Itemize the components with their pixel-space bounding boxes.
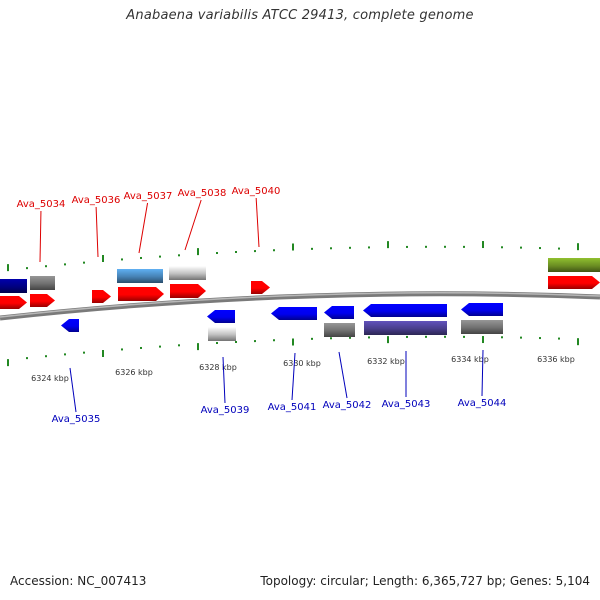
- genome-summary: Topology: circular; Length: 6,365,727 bp…: [260, 574, 590, 588]
- gene-arrow-forward: [92, 290, 111, 303]
- feature-block-navy: [0, 279, 27, 293]
- label-leader-line: [481, 349, 484, 397]
- feature-block-gray: [324, 323, 355, 337]
- genes-value: 5,104: [555, 574, 590, 588]
- gene-arrow-reverse: [61, 319, 79, 332]
- gene-arrow-reverse: [461, 303, 503, 316]
- feature-block-silver: [208, 327, 236, 341]
- gene-label-reverse: Ava_5043: [382, 399, 431, 410]
- genes-label: Genes:: [509, 574, 552, 588]
- scale-label: 6334 kbp: [451, 355, 489, 364]
- label-leader-line: [184, 199, 202, 251]
- gene-label-forward: Ava_5038: [178, 188, 227, 199]
- label-leader-line: [338, 351, 348, 399]
- feature-block-steelblue: [117, 269, 163, 283]
- gene-label-reverse: Ava_5044: [458, 398, 507, 409]
- gene-arrow-reverse: [363, 304, 447, 317]
- scale-label: 6326 kbp: [115, 368, 153, 377]
- feature-block-gray: [461, 320, 503, 334]
- gene-label-reverse: Ava_5041: [268, 402, 317, 413]
- length-value: 6,365,727 bp: [421, 574, 502, 588]
- topology-value: circular: [320, 574, 365, 588]
- gene-arrow-reverse: [271, 307, 317, 320]
- gene-arrow-forward: [251, 281, 270, 294]
- gene-arrow-reverse: [207, 310, 235, 323]
- gene-label-forward: Ava_5036: [72, 195, 121, 206]
- gene-label-reverse: Ava_5035: [52, 414, 101, 425]
- accession-text: Accession: NC_007413: [10, 574, 146, 588]
- genome-backbone: [0, 291, 600, 321]
- scale-label: 6324 kbp: [31, 374, 69, 383]
- label-leader-line: [138, 202, 149, 254]
- gene-arrow-forward: [30, 294, 55, 307]
- label-leader-line: [291, 352, 296, 401]
- scale-label: 6328 kbp: [199, 363, 237, 372]
- gene-label-reverse: Ava_5039: [201, 405, 250, 416]
- accession-value: NC_007413: [77, 574, 147, 588]
- gene-arrow-forward: [548, 276, 600, 289]
- gene-arrow-reverse: [324, 306, 354, 319]
- label-layer: Ava_5034 Ava_5036 Ava_5037 Ava_5038 Ava_5040…: [17, 186, 507, 425]
- gene-label-forward: Ava_5037: [124, 191, 173, 202]
- label-leader-line: [222, 356, 226, 404]
- feature-block-silver: [169, 266, 206, 280]
- label-leader-line: [95, 206, 99, 258]
- gene-label-forward: Ava_5034: [17, 199, 66, 210]
- scale-label: 6332 kbp: [367, 357, 405, 366]
- feature-block-olive: [548, 258, 600, 272]
- feature-block-gray: [30, 276, 55, 290]
- label-leader-line: [39, 210, 42, 263]
- scale-label: 6330 kbp: [283, 359, 321, 368]
- gene-label-reverse: Ava_5042: [323, 400, 372, 411]
- scale-label: 6336 kbp: [537, 355, 575, 364]
- genome-backbone-highlight: [0, 292, 600, 318]
- label-leader-line: [255, 197, 260, 248]
- tick-layer: 6324 kbp 6326 kbp 6328 kbp 6330 kbp 6332 kbp…: [7, 241, 579, 383]
- gene-arrow-forward: [0, 296, 27, 309]
- gene-arrow-forward: [118, 287, 164, 301]
- topology-label: Topology:: [260, 574, 317, 588]
- gene-label-forward: Ava_5040: [232, 186, 281, 197]
- gene-arrow-forward: [170, 284, 206, 298]
- length-label: Length:: [372, 574, 419, 588]
- label-leader-line: [69, 367, 77, 413]
- feature-block-purple: [364, 321, 447, 335]
- accession-label: Accession:: [10, 574, 74, 588]
- feature-layer: [0, 258, 600, 341]
- page-title: Anabaena variabilis ATCC 29413, complete…: [126, 8, 474, 23]
